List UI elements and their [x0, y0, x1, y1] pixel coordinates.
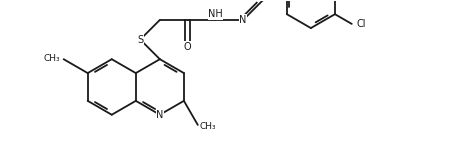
Text: CH₃: CH₃ — [43, 54, 60, 63]
Text: N: N — [156, 110, 164, 120]
Text: N: N — [239, 15, 247, 25]
Text: O: O — [184, 42, 191, 51]
Text: NH: NH — [208, 10, 223, 20]
Text: Cl: Cl — [357, 19, 366, 29]
Text: S: S — [137, 35, 143, 45]
Text: CH₃: CH₃ — [200, 122, 216, 131]
